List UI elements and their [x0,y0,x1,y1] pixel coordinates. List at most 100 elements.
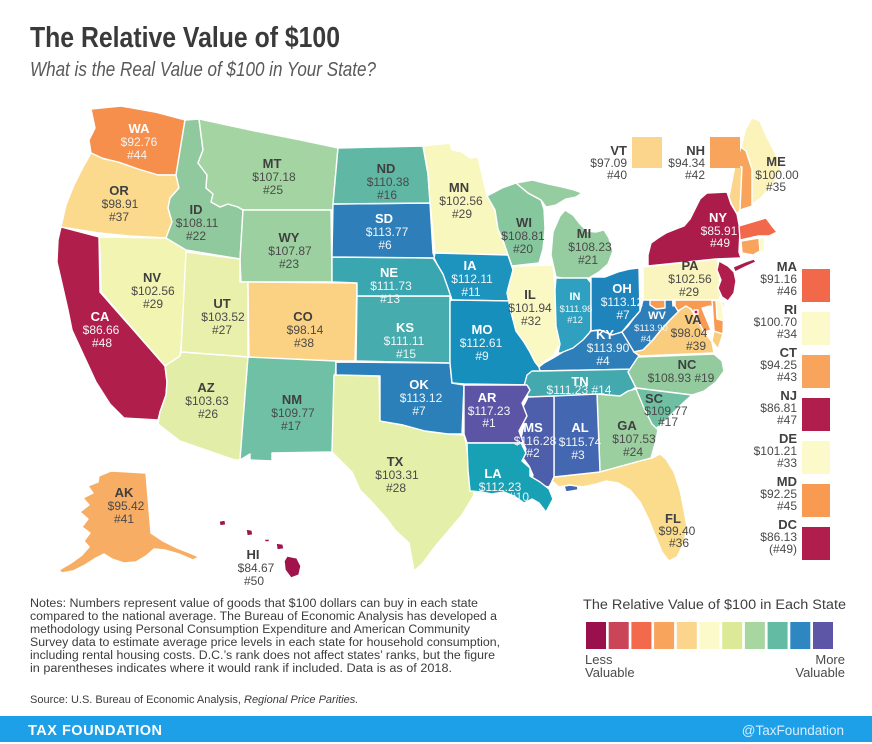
svg-text:SD: SD [375,211,393,226]
svg-text:$107.18: $107.18 [252,170,296,184]
svg-text:ND: ND [377,161,396,176]
svg-text:Source: U.S. Bureau of Economi: Source: U.S. Bureau of Economic Analysis… [30,694,358,706]
svg-text:(#49): (#49) [769,542,797,556]
svg-text:#22: #22 [186,229,206,243]
svg-text:#6: #6 [378,238,392,252]
svg-text:$111.23 #14: $111.23 #14 [547,383,612,397]
svg-text:VT: VT [610,143,627,158]
svg-text:Valuable: Valuable [585,665,635,680]
svg-text:PA: PA [681,258,699,273]
svg-text:#3: #3 [571,448,585,462]
svg-text:CA: CA [91,309,110,324]
svg-text:methodology using Personal Con: methodology using Personal Consumption E… [30,624,470,636]
svg-text:OH: OH [612,281,632,296]
svg-text:#39: #39 [686,339,706,353]
svg-text:$100.00: $100.00 [755,168,799,182]
svg-text:UT: UT [213,296,230,311]
svg-text:$113.77: $113.77 [366,225,409,239]
svg-text:#28: #28 [386,481,406,495]
svg-text:$108.23: $108.23 [568,240,612,254]
svg-text:#16: #16 [377,188,397,202]
svg-text:#17: #17 [281,419,301,433]
svg-text:$100.70: $100.70 [754,315,798,329]
svg-text:WY: WY [279,230,300,245]
svg-text:#37: #37 [109,210,129,224]
svg-text:in parentheses indicates where: in parentheses indicates where it would … [30,663,452,675]
svg-text:$103.52: $103.52 [201,310,245,324]
svg-text:#36: #36 [669,536,689,550]
svg-text:TN: TN [571,374,588,389]
svg-text:$109.77: $109.77 [644,404,688,418]
svg-text:$86.13: $86.13 [760,530,797,544]
svg-text:@TaxFoundation: @TaxFoundation [742,723,844,738]
svg-text:MA: MA [777,259,798,274]
svg-text:IN: IN [570,291,581,303]
svg-text:MS: MS [523,420,543,435]
svg-text:NY: NY [709,210,727,225]
svg-text:#32: #32 [521,314,541,328]
svg-text:ME: ME [766,154,786,169]
svg-text:#4: #4 [596,354,610,368]
svg-text:$113.90: $113.90 [587,341,630,355]
svg-text:AK: AK [115,485,134,500]
svg-text:#42: #42 [685,168,705,182]
svg-text:#2: #2 [526,446,540,460]
svg-text:$92.25: $92.25 [760,487,797,501]
svg-text:GA: GA [617,418,637,433]
svg-text:MD: MD [777,474,797,489]
svg-text:#26: #26 [198,407,218,421]
svg-text:WV: WV [648,310,666,322]
svg-text:MI: MI [577,226,591,241]
svg-text:NM: NM [282,392,302,407]
svg-text:KY: KY [596,327,614,342]
svg-text:#27: #27 [212,323,232,337]
svg-text:IA: IA [464,258,478,273]
svg-text:#49: #49 [710,236,730,250]
svg-text:$91.16: $91.16 [760,272,797,286]
svg-text:OR: OR [109,183,129,198]
svg-text:NV: NV [143,270,161,285]
svg-text:$111.98: $111.98 [560,304,593,315]
svg-text:CT: CT [780,345,797,360]
svg-text:Notes: Numbers represent value: Notes: Numbers represent value of goods … [30,598,478,610]
svg-text:$110.38: $110.38 [367,175,410,189]
svg-text:#20: #20 [513,242,533,256]
svg-text:$94.34: $94.34 [668,156,705,170]
svg-text:#7: #7 [412,404,426,418]
svg-text:#9: #9 [475,349,489,363]
svg-text:$102.56: $102.56 [439,194,483,208]
svg-text:#7: #7 [616,308,630,322]
svg-text:$107.53: $107.53 [612,432,656,446]
svg-text:VA: VA [684,312,702,327]
svg-text:$102.56: $102.56 [131,284,175,298]
svg-text:$117.23: $117.23 [468,404,511,418]
svg-text:$98.91: $98.91 [102,197,139,211]
svg-text:MT: MT [263,156,282,171]
svg-text:$112.11: $112.11 [451,272,493,286]
svg-text:#35: #35 [766,180,786,194]
svg-text:#11: #11 [461,285,480,299]
svg-text:#23: #23 [279,257,299,271]
svg-text:FL: FL [665,511,681,526]
svg-text:Survey data to estimate averag: Survey data to estimate average price le… [30,637,500,649]
svg-text:$103.31: $103.31 [375,468,419,482]
svg-text:WI: WI [516,215,532,230]
svg-text:#15: #15 [396,347,416,361]
svg-text:$86.81: $86.81 [760,401,797,415]
svg-text:OK: OK [409,377,429,392]
svg-text:$112.23: $112.23 [479,480,522,494]
svg-text:$113.90: $113.90 [634,323,668,334]
svg-text:TX: TX [387,454,404,469]
svg-text:#38: #38 [294,336,314,350]
svg-text:#44: #44 [127,148,147,162]
svg-text:NE: NE [380,265,398,280]
svg-text:$103.63: $103.63 [185,394,229,408]
svg-text:$99.40: $99.40 [659,524,696,538]
svg-text:$85.91: $85.91 [701,224,738,238]
svg-text:$95.42: $95.42 [108,499,145,513]
svg-text:DC: DC [778,517,797,532]
svg-text:#29: #29 [679,285,699,299]
svg-text:LA: LA [484,466,502,481]
svg-text:$101.21: $101.21 [754,444,798,458]
svg-text:$115.74: $115.74 [559,435,602,449]
